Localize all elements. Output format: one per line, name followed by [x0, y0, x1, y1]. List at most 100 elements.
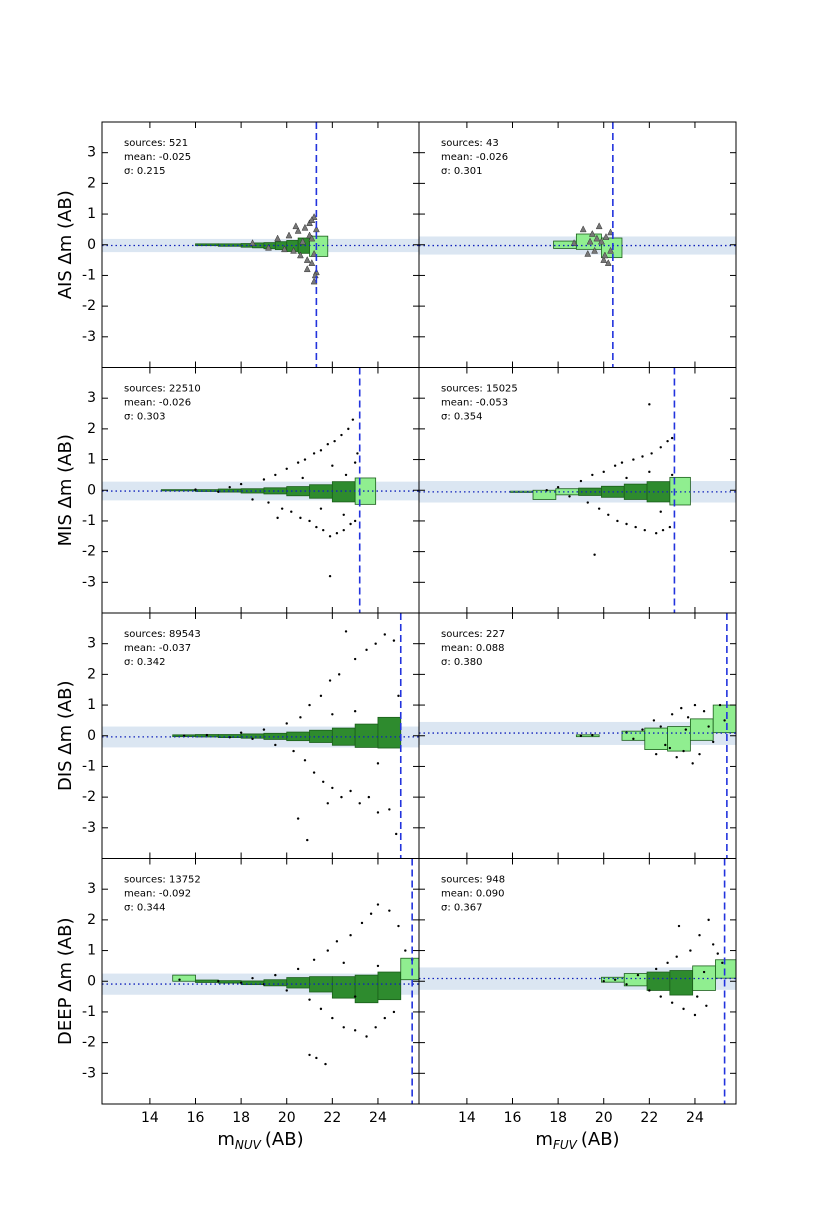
point — [285, 989, 288, 992]
point — [625, 522, 628, 526]
bin-box — [309, 729, 333, 743]
point — [670, 713, 674, 716]
point — [308, 1053, 311, 1057]
annotation: σ: 0.367 — [441, 903, 483, 914]
point — [312, 452, 316, 455]
point — [595, 222, 603, 230]
point — [322, 528, 325, 532]
point — [374, 642, 377, 645]
point — [659, 995, 662, 998]
point — [328, 535, 332, 538]
y-axis-label: DIS Δm (AB) — [55, 680, 76, 791]
y-axis-label: DEEP Δm (AB) — [55, 918, 76, 1045]
point — [686, 716, 690, 719]
panel: -3 -2 -1 0 1 2 3 sources: 22510 mean: -0.026 σ: 0… — [55, 367, 420, 614]
point — [301, 223, 309, 231]
point — [319, 449, 323, 452]
bin-box — [263, 979, 288, 987]
plot-area — [102, 858, 419, 1104]
point — [648, 989, 651, 992]
point — [299, 716, 302, 719]
y-tick-label: 3 — [87, 881, 96, 897]
point — [383, 633, 386, 636]
bin-box — [601, 237, 623, 259]
bin-box — [575, 734, 600, 738]
point — [654, 752, 658, 756]
y-tick-label: -2 — [82, 1035, 96, 1051]
point — [326, 802, 329, 805]
point — [347, 427, 350, 431]
point — [251, 498, 254, 501]
point — [588, 229, 596, 237]
annotation: sources: 13752 — [124, 875, 201, 886]
point — [344, 473, 348, 477]
plot-area — [419, 122, 736, 368]
annotation: mean: 0.090 — [441, 889, 505, 900]
annotation: sources: 43 — [441, 138, 499, 149]
point — [353, 995, 357, 998]
y-tick-label: 1 — [87, 943, 96, 959]
y-tick-label: 2 — [87, 912, 96, 928]
point — [292, 222, 300, 230]
point — [301, 476, 304, 480]
point — [349, 789, 352, 793]
point — [285, 467, 288, 470]
y-tick-label: -1 — [82, 758, 96, 774]
point — [374, 1026, 377, 1029]
point — [723, 719, 726, 722]
plot-area — [419, 858, 736, 1104]
point — [335, 940, 339, 943]
point — [613, 978, 617, 981]
annotation: sources: 227 — [441, 629, 505, 640]
point — [625, 476, 628, 480]
x-tick-label: 18 — [549, 1110, 567, 1126]
point — [274, 743, 277, 747]
point — [711, 740, 715, 744]
y-tick-label: 0 — [87, 482, 96, 498]
x-tick-label: 20 — [278, 1110, 296, 1126]
point — [299, 237, 307, 245]
annotation: σ: 0.342 — [124, 657, 166, 668]
x-tick-label: 14 — [458, 1110, 476, 1126]
annotation: mean: -0.026 — [441, 152, 508, 163]
point — [593, 553, 596, 556]
point — [721, 961, 724, 965]
y-tick-label: 0 — [87, 728, 96, 744]
point — [342, 961, 345, 965]
x-tick-label: 24 — [686, 1110, 704, 1126]
point — [680, 706, 683, 710]
point — [365, 648, 368, 652]
point — [388, 808, 391, 811]
point — [331, 786, 334, 790]
point — [353, 461, 357, 464]
point — [383, 1016, 386, 1020]
bin-box — [669, 970, 694, 996]
y-tick-label: -2 — [82, 298, 96, 314]
point — [344, 630, 348, 633]
point — [296, 967, 300, 971]
plot-area — [102, 122, 419, 368]
point — [297, 251, 304, 259]
plot-area — [102, 367, 419, 613]
point — [705, 1004, 708, 1007]
annotation: σ: 0.354 — [441, 412, 483, 423]
point — [353, 657, 357, 661]
point — [367, 795, 371, 799]
y-axis-label: MIS Δm (AB) — [55, 434, 76, 546]
point — [280, 507, 284, 510]
y-tick-label: -3 — [82, 329, 96, 345]
point — [326, 443, 329, 446]
annotation: σ: 0.380 — [441, 657, 483, 668]
point — [591, 473, 594, 477]
point — [707, 725, 710, 728]
plot-area — [102, 613, 419, 859]
annotation: σ: 0.301 — [441, 166, 483, 177]
point — [670, 436, 674, 440]
point — [634, 525, 637, 529]
x-tick-label: 14 — [141, 1110, 159, 1126]
bin-box — [715, 959, 736, 979]
point — [693, 703, 697, 707]
point — [579, 734, 583, 737]
point — [593, 234, 601, 242]
point — [315, 1056, 318, 1060]
